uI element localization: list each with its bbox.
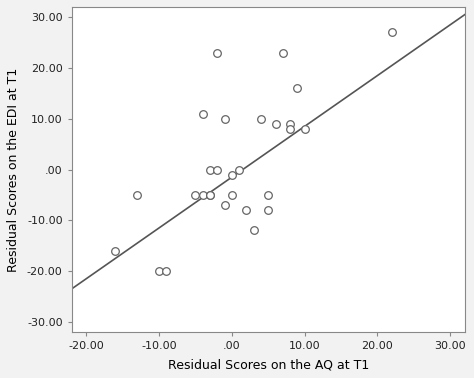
Y-axis label: Residual Scores on the EDI at T1: Residual Scores on the EDI at T1 [7,67,20,272]
Point [264,192,272,198]
Point [228,192,236,198]
Point [286,121,294,127]
Point [155,268,163,274]
Point [243,207,250,213]
Point [257,116,265,122]
Point [133,192,141,198]
Point [279,50,287,56]
Point [213,50,221,56]
Point [250,228,257,234]
Point [199,111,207,117]
Point [236,166,243,172]
Point [199,192,207,198]
Point [163,268,170,274]
Point [293,85,301,91]
Point [191,192,199,198]
Point [286,126,294,132]
Point [206,192,214,198]
Point [228,172,236,178]
Point [206,166,214,172]
Point [264,207,272,213]
Point [301,126,309,132]
Point [388,29,396,36]
Point [221,116,228,122]
Point [272,121,279,127]
Point [213,166,221,172]
Point [221,202,228,208]
Point [206,192,214,198]
Point [111,248,119,254]
X-axis label: Residual Scores on the AQ at T1: Residual Scores on the AQ at T1 [168,358,369,371]
